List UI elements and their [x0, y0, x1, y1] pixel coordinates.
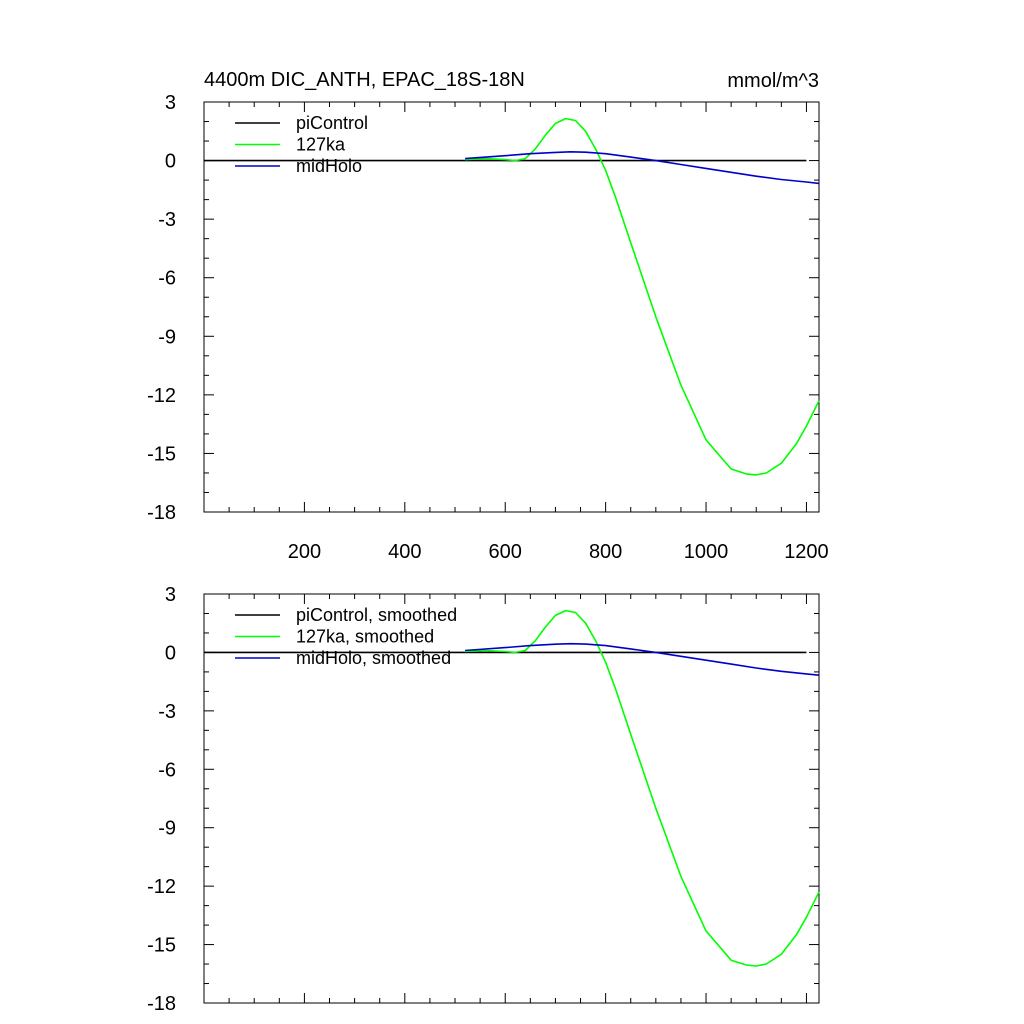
y-tick-label: -9: [158, 818, 176, 840]
legend-label: piControl, smoothed: [296, 605, 457, 625]
plot-frame: [203, 101, 820, 513]
x-tick-label: 600: [489, 541, 522, 563]
series-line-midholo: [465, 642, 820, 676]
x-tick-label: 200: [288, 541, 321, 563]
series-line-midholo: [465, 151, 820, 185]
y-tick-label: -15: [147, 443, 176, 465]
y-tick-label: -6: [158, 759, 176, 781]
axes: 3 0 -3 -6 -9 -12 -15 -18: [147, 584, 819, 1015]
legend-label: midHolo: [296, 156, 362, 176]
y-tick-label: -18: [147, 993, 176, 1015]
y-tick-label: -9: [158, 326, 176, 348]
y-tick-label: -3: [158, 209, 176, 231]
legend-label: midHolo, smoothed: [296, 648, 451, 668]
top-panel: 4400m DIC_ANTH, EPAC_18S-18N mmol/m^3 3 0…: [147, 69, 829, 563]
y-tick-label: 0: [165, 642, 176, 664]
bottom-panel: 3 0 -3 -6 -9 -12 -15 -18 piControl, smoothed127…: [147, 584, 820, 1015]
panel-title: 4400m DIC_ANTH, EPAC_18S-18N: [204, 69, 525, 91]
y-tick-label: 3: [165, 584, 176, 606]
y-tick-label: 0: [165, 151, 176, 173]
plot-area: [203, 101, 820, 513]
plot-frame: [203, 593, 820, 1004]
legend-label: 127ka: [296, 135, 346, 155]
axes: 3 0 -3 -6 -9 -12 -15 -18 200 400 600 800 1000 1200: [147, 92, 829, 563]
series-line-127ka: [465, 117, 820, 476]
x-tick-label: 1000: [684, 541, 729, 563]
y-tick-label: 3: [165, 92, 176, 114]
y-tick-label: -15: [147, 935, 176, 957]
x-tick-label: 1200: [784, 541, 829, 563]
y-tick-label: -12: [147, 876, 176, 898]
legend-label: 127ka, smoothed: [296, 627, 434, 647]
y-tick-label: -18: [147, 502, 176, 524]
series-lines: [204, 117, 820, 476]
x-tick-label: 800: [589, 541, 622, 563]
y-tick-label: -6: [158, 268, 176, 290]
y-tick-label: -3: [158, 701, 176, 723]
units-label: mmol/m^3: [727, 70, 819, 92]
series-line-127ka: [465, 609, 820, 967]
series-lines: [204, 609, 820, 967]
y-tick-label: -12: [147, 385, 176, 407]
x-tick-label: 400: [388, 541, 421, 563]
plot-area: [203, 593, 820, 1004]
legend-label: piControl: [296, 113, 368, 133]
